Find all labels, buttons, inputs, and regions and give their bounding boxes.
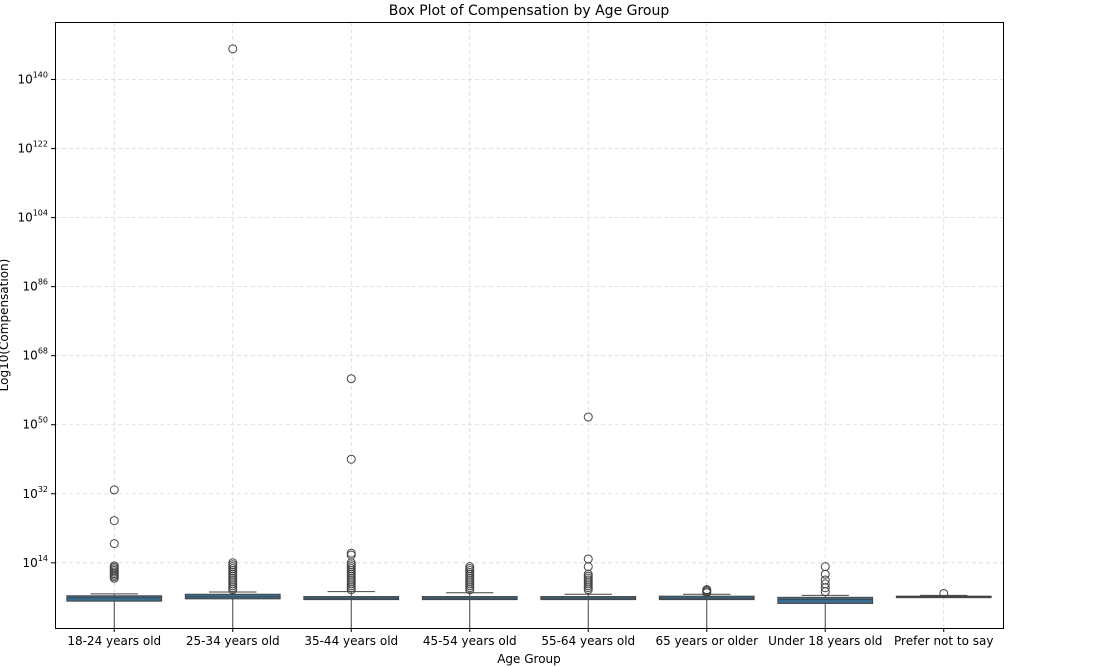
box-group [303, 374, 400, 628]
outlier-point [109, 485, 119, 495]
outlier-point [346, 548, 356, 558]
x-axis: 18-24 years old 25-34 years old 35-44 year… [67, 628, 993, 648]
box-group [421, 562, 518, 628]
outlier-point [465, 562, 475, 572]
outlier-point [109, 516, 119, 526]
box-group [895, 588, 992, 599]
x-tick-label: 18-24 years old [67, 634, 161, 648]
y-tick-label: 10104 [17, 209, 48, 225]
box [66, 595, 163, 602]
y-tick-label: 10140 [17, 71, 48, 87]
x-tick-label: Prefer not to say [894, 634, 993, 648]
outlier-point [702, 585, 712, 595]
x-tick-label: 25-34 years old [186, 634, 280, 648]
outlier-point [346, 374, 356, 384]
grid-layer [55, 22, 1003, 628]
outlier-point [583, 554, 593, 564]
x-tick-label: 55-64 years old [541, 634, 635, 648]
x-tick-label: Under 18 years old [768, 634, 882, 648]
outlier-point [228, 44, 238, 54]
y-tick-label: 1086 [23, 278, 48, 294]
box-group [658, 585, 755, 628]
outlier-point [109, 561, 119, 571]
outlier-point [583, 412, 593, 422]
outlier-point [820, 579, 830, 589]
y-tick-label: 1014 [23, 554, 48, 570]
box-group [777, 562, 874, 628]
outlier-point [228, 558, 238, 568]
box [777, 596, 874, 604]
outlier-point [109, 539, 119, 549]
outlier-point [346, 454, 356, 464]
box-layer [66, 44, 992, 628]
y-tick-label: 10122 [17, 140, 48, 156]
outlier-point [820, 562, 830, 572]
x-tick-label: 45-54 years old [423, 634, 517, 648]
chart-title: Box Plot of Compensation by Age Group [389, 3, 670, 19]
x-axis-label: Age Group [497, 652, 561, 666]
y-tick-label: 1068 [23, 347, 48, 363]
outlier-point [820, 575, 830, 585]
y-axis-label: Log10(Compensation) [0, 259, 11, 392]
box-group [540, 412, 637, 628]
y-tick-label: 1032 [23, 485, 48, 501]
box-group [184, 44, 281, 628]
x-tick-label: 35-44 years old [304, 634, 398, 648]
plot-frame [55, 22, 1004, 629]
y-tick-label: 1050 [23, 416, 48, 432]
box-group [66, 485, 163, 628]
x-tick-label: 65 years or older [655, 634, 758, 648]
y-axis: 1014 1032 1050 1068 1086 10104 10122 10140 [17, 71, 55, 570]
outlier-point [939, 588, 949, 598]
